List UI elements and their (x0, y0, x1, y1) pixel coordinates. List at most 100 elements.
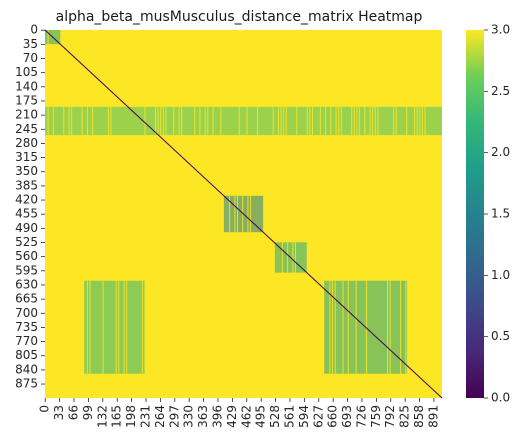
y-tick-label: 105 (15, 65, 38, 79)
x-tick-label: 297 (167, 405, 181, 428)
x-tick-label: 561 (282, 405, 296, 428)
y-tick-label: 560 (15, 249, 38, 263)
colorbar-tick-label: 1.5 (491, 207, 510, 221)
heatmap-stripe (154, 106, 156, 136)
heatmap-stripe (272, 106, 274, 136)
heatmap-stripe (355, 280, 357, 374)
heatmap-stripe (68, 106, 70, 136)
x-tick-label: 462 (239, 405, 253, 428)
heatmap-stripe (144, 106, 146, 136)
heatmap-stripe (369, 106, 371, 136)
heatmap-stripe (400, 280, 402, 374)
colorbar-tick-label: 0.0 (491, 391, 510, 405)
heatmap-stripe (353, 106, 355, 136)
heatmap-stripe (86, 106, 88, 136)
heatmap-stripe (414, 106, 416, 136)
x-tick-label: 594 (297, 405, 311, 428)
y-tick-label: 735 (15, 320, 38, 334)
heatmap-stripe (162, 106, 164, 136)
y-tick-label: 420 (15, 193, 38, 207)
heatmap-stripe (234, 195, 236, 233)
heatmap-stripe (194, 106, 196, 136)
heatmap-stripe (86, 280, 88, 374)
heatmap-stripe (238, 106, 240, 136)
heatmap-stripe (141, 280, 143, 374)
y-tick-label: 840 (15, 362, 38, 376)
heatmap-stripe (165, 106, 167, 136)
heatmap-stripe (47, 106, 49, 136)
heatmap-stripe (110, 106, 112, 136)
x-tick-label: 429 (225, 405, 239, 428)
y-tick-label: 770 (15, 334, 38, 348)
heatmap-stripe (274, 242, 276, 273)
heatmap-stripe (118, 280, 120, 374)
heatmap-stripe (199, 106, 201, 136)
x-tick-label: 627 (311, 405, 325, 428)
x-tick-label: 231 (138, 405, 152, 428)
x-tick-label: 264 (153, 405, 167, 428)
heatmap-stripe (395, 106, 397, 136)
heatmap-stripe (347, 280, 349, 374)
heatmap-stripe (126, 280, 128, 374)
heatmap-stripe (220, 106, 222, 136)
y-tick-label: 210 (15, 108, 38, 122)
heatmap-stripe (351, 106, 353, 136)
heatmap-stripe (277, 106, 279, 136)
heatmap-stripe (335, 106, 337, 136)
heatmap-stripe (421, 106, 423, 136)
heatmap-stripe (81, 106, 83, 136)
y-tick-label: 630 (15, 277, 38, 291)
colorbar-tick-label: 2.0 (491, 145, 510, 159)
colorbar: 0.0 0.5 1.0 1.5 2.0 2.5 3.0 (466, 23, 510, 405)
heatmap-stripe (204, 106, 206, 136)
heatmap-stripe (366, 280, 368, 374)
heatmap-stripe (374, 106, 376, 136)
heatmap-stripe (207, 106, 209, 136)
heatmap-stripe (406, 106, 408, 136)
heatmap-stripe (311, 106, 313, 136)
heatmap-stripe (283, 106, 285, 136)
x-tick-label: 726 (354, 405, 368, 428)
heatmap-block-4 (84, 280, 146, 374)
heatmap-stripe (359, 106, 361, 136)
colorbar-tick-label: 3.0 (491, 23, 510, 37)
heatmap-stripe (332, 280, 334, 374)
heatmap-stripe (340, 106, 342, 136)
heatmap-stripe (250, 195, 252, 233)
heatmap-stripe (372, 106, 374, 136)
heatmap-stripe (257, 106, 259, 136)
colorbar-tick-label: 2.5 (491, 84, 510, 98)
heatmap-stripe (416, 106, 418, 136)
y-axis: 0357010514017521024528031535038542045549… (15, 23, 45, 391)
heatmap-stripe (309, 106, 311, 136)
heatmap-stripe (329, 280, 331, 374)
heatmap-stripe (178, 106, 180, 136)
y-tick-label: 490 (15, 221, 38, 235)
x-tick-label: 891 (426, 405, 440, 428)
x-tick-label: 132 (95, 405, 109, 428)
heatmap-stripe (63, 106, 65, 136)
heatmap-stripe (280, 106, 282, 136)
heatmap-block-5 (45, 106, 442, 136)
colorbar-tick-label: 1.0 (491, 268, 510, 282)
heatmap-stripe (387, 280, 389, 374)
x-tick-label: 825 (398, 405, 412, 428)
x-tick-label: 66 (67, 405, 81, 420)
heatmap-stripe (236, 195, 238, 233)
x-tick-label: 693 (340, 405, 354, 428)
heatmap-stripe (338, 106, 340, 136)
x-tick-label: 858 (412, 405, 426, 428)
heatmap-stripe (294, 242, 296, 273)
heatmap-stripe (247, 195, 249, 233)
heatmap-stripe (285, 106, 287, 136)
heatmap-stripe (405, 280, 407, 374)
x-tick-label: 165 (110, 405, 124, 428)
heatmap-stripe (424, 106, 426, 136)
heatmap-stripe (287, 242, 289, 273)
heatmap-stripe (389, 280, 391, 374)
x-tick-label: 99 (81, 405, 95, 420)
heatmap-stripe (71, 106, 73, 136)
x-tick-label: 396 (210, 405, 224, 428)
heatmap-stripe (419, 106, 421, 136)
